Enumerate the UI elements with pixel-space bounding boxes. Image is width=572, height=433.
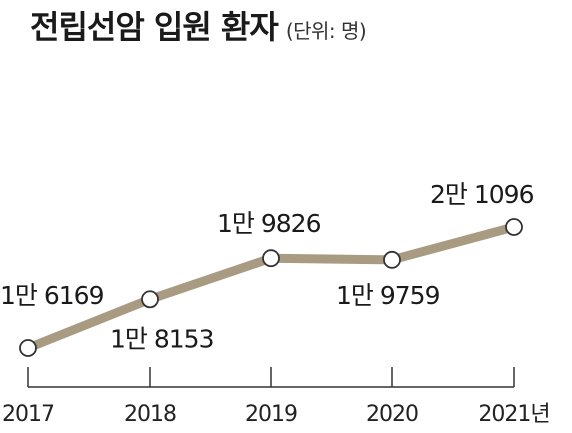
data-label: 1만 8153 <box>110 324 213 353</box>
x-tick-label: 2019 <box>245 402 297 427</box>
data-point <box>505 218 523 236</box>
x-tick-label: 2017 <box>2 402 54 427</box>
data-point <box>141 290 159 309</box>
x-tick-label: 2021년 <box>478 402 549 427</box>
chart-title: 전립선암 입원 환자 <box>30 8 279 46</box>
data-label: 1만 6169 <box>0 281 104 310</box>
data-point <box>19 339 37 357</box>
data-point <box>383 250 401 269</box>
data-label: 1만 9826 <box>217 209 321 238</box>
chart-header: 전립선암 입원 환자 (단위: 명) <box>30 2 367 48</box>
data-label: 1만 9759 <box>336 281 440 310</box>
x-tick-label: 2018 <box>124 402 176 427</box>
x-tick-label: 2020 <box>366 402 418 427</box>
chart-unit: (단위: 명) <box>285 19 367 43</box>
data-label: 2만 1096 <box>430 180 534 209</box>
data-point <box>262 249 280 268</box>
